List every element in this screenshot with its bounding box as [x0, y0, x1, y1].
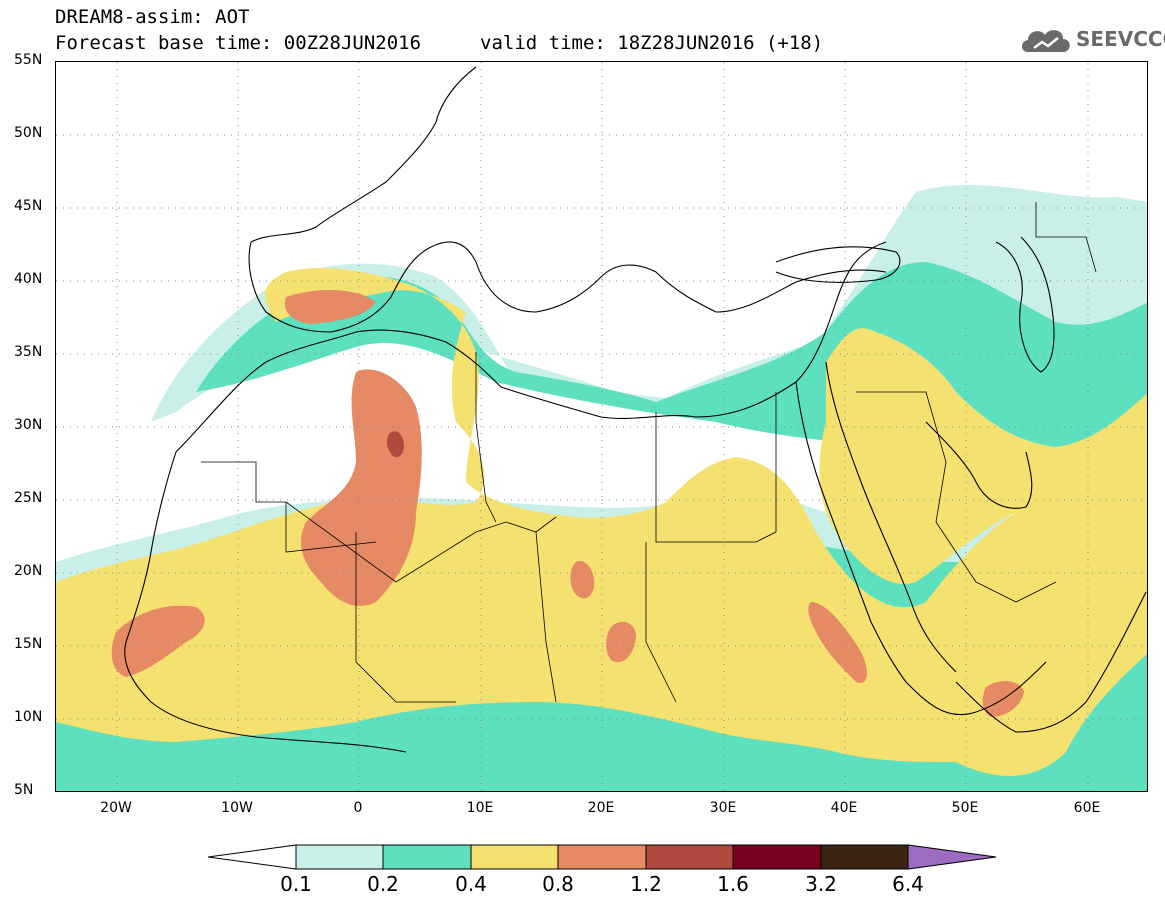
colorbar-label: 0.8 [542, 872, 574, 896]
colorbar-bin [557, 844, 647, 870]
colorbar-bin [820, 844, 909, 870]
aot-band-0.8 [808, 602, 868, 683]
colorbar-label: 6.4 [892, 872, 924, 896]
lat-label: 40N [14, 271, 43, 287]
aot-band-0.4 [56, 268, 1147, 776]
lat-label: 25N [14, 490, 43, 506]
lat-label: 5N [14, 782, 34, 798]
aot-map [56, 62, 1147, 791]
cloud-icon [1022, 30, 1070, 52]
time-info: Forecast base time: 00Z28JUN2016 valid t… [55, 32, 823, 98]
lon-label: 0 [353, 800, 363, 816]
valid-time: valid time: 18Z28JUN2016 (+18) [480, 32, 824, 54]
lon-label: 20E [587, 800, 615, 816]
seevccc-logo: SEEVCCC [1018, 22, 1165, 58]
aot-band-0.8 [606, 621, 636, 663]
aot-band-0.8 [284, 290, 376, 324]
chart-title: DREAM8-assim: AOT [55, 6, 250, 28]
forecast-base-time: Forecast base time: 00Z28JUN2016 [55, 32, 422, 54]
colorbar-bin [645, 844, 734, 870]
colorbar-label: 3.2 [805, 872, 837, 896]
colorbar-bin [732, 844, 822, 870]
lat-label: 30N [14, 417, 43, 433]
lon-label: 30E [709, 800, 737, 816]
aot-band-1.2 [386, 431, 404, 458]
logo-text: SEEVCCC [1076, 27, 1165, 51]
lat-label: 50N [14, 125, 43, 141]
colorbar-label: 0.2 [367, 872, 399, 896]
lat-label: 55N [14, 52, 43, 68]
aot-band-0.8 [570, 561, 595, 599]
colorbar-label: 0.1 [280, 872, 312, 896]
colorbar-bin [382, 844, 472, 870]
lat-label: 20N [14, 563, 43, 579]
map-area [55, 61, 1148, 792]
lat-label: 10N [14, 709, 43, 725]
grid-lines [56, 62, 1147, 791]
colorbar-bin [295, 844, 384, 870]
colorbar-label: 0.4 [455, 872, 487, 896]
colorbar-low-arrow [208, 844, 297, 870]
lon-label: 40E [830, 800, 858, 816]
colorbar-label: 1.6 [717, 872, 749, 896]
coastlines [124, 66, 1147, 753]
lon-label: 20W [100, 800, 132, 816]
lat-label: 35N [14, 344, 43, 360]
aot-band-0.2 [196, 262, 1147, 522]
lon-label: 50E [951, 800, 979, 816]
lon-label: 10E [466, 800, 494, 816]
lat-label: 45N [14, 198, 43, 214]
colorbar-bin [470, 844, 559, 870]
lon-label: 10W [221, 800, 253, 816]
colorbar [208, 844, 997, 870]
aot-band-0.8 [111, 605, 205, 677]
lon-label: 60E [1073, 800, 1101, 816]
lat-label: 15N [14, 636, 43, 652]
colorbar-label: 1.2 [630, 872, 662, 896]
colorbar-high-arrow [907, 844, 997, 870]
